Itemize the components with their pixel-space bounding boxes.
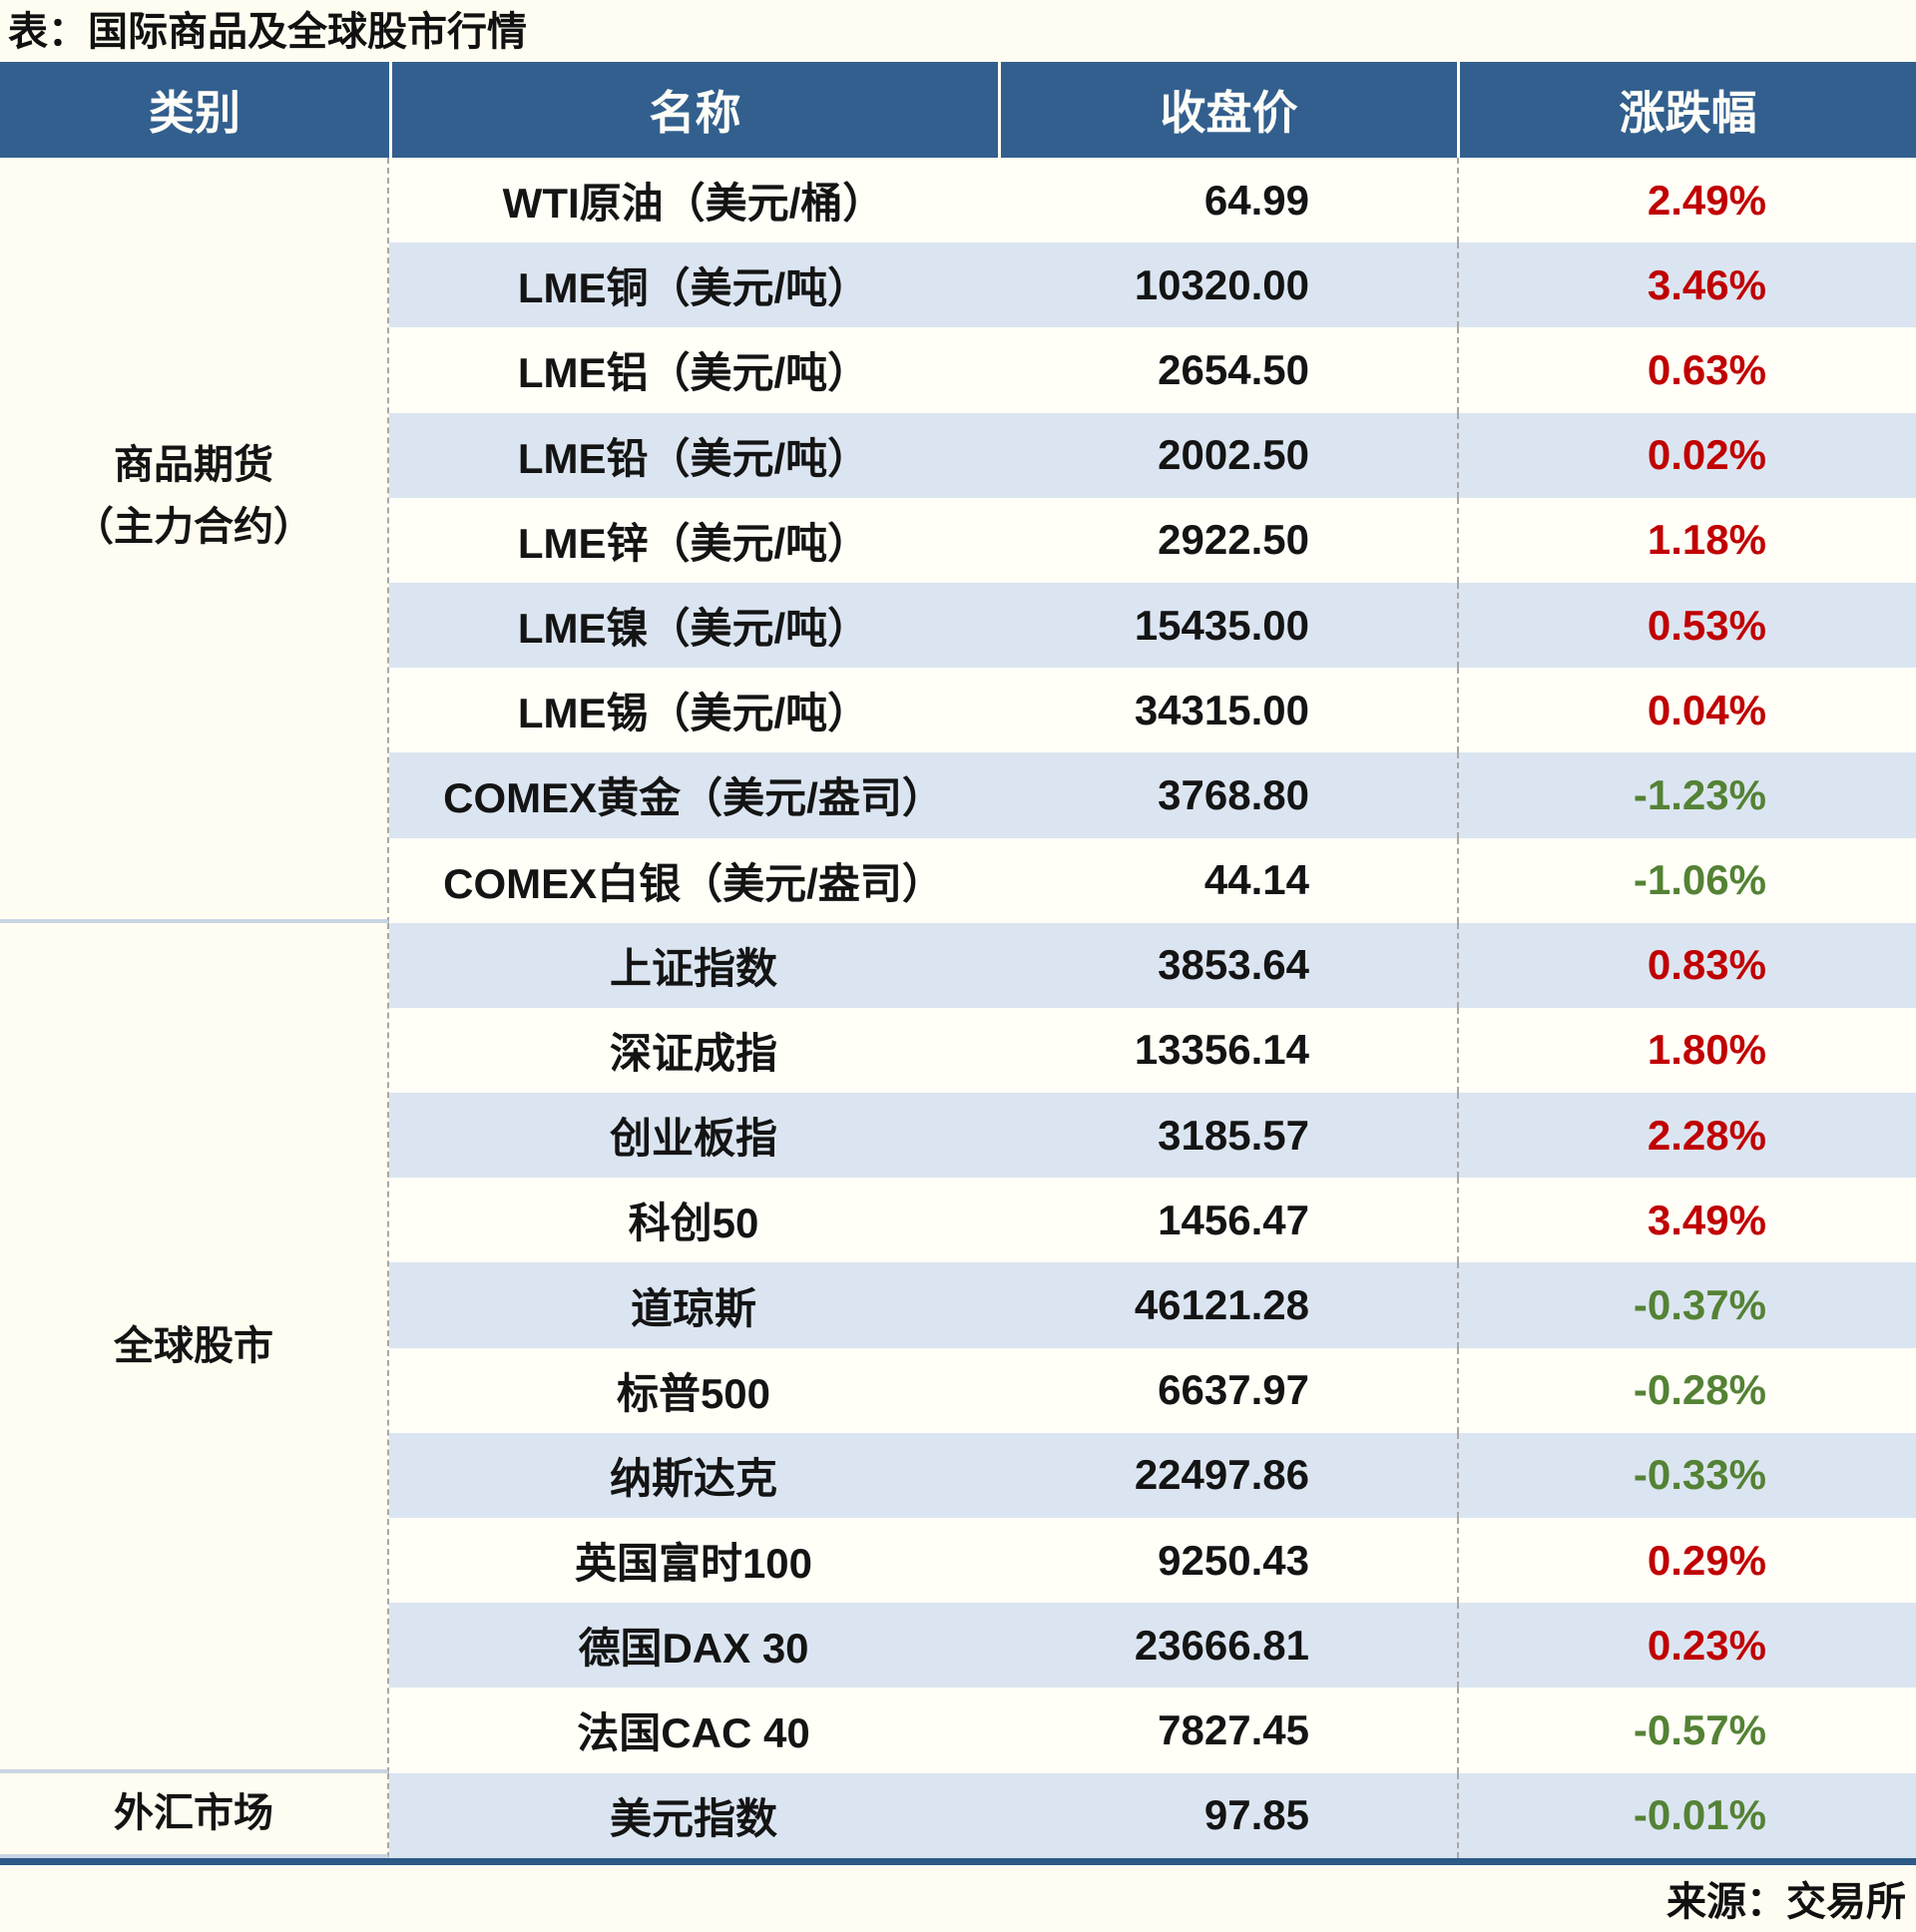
close-price: 15435.00 xyxy=(998,582,1457,669)
instrument-name: 上证指数 xyxy=(389,922,998,1008)
change-percent: 1.18% xyxy=(1457,497,1916,583)
column-header-close: 收盘价 xyxy=(998,62,1457,158)
page-title: 表：国际商品及全球股市行情 xyxy=(8,10,527,54)
close-price: 7827.45 xyxy=(998,1688,1457,1773)
close-price: 34315.00 xyxy=(998,668,1457,753)
instrument-name: COMEX黄金（美元/盎司） xyxy=(389,752,998,838)
category-label: 全球股市 xyxy=(114,1323,273,1368)
instrument-name: LME铝（美元/吨） xyxy=(389,327,998,413)
close-price: 23666.81 xyxy=(998,1603,1457,1689)
close-price: 97.85 xyxy=(998,1772,1457,1858)
instrument-name: 科创50 xyxy=(389,1178,998,1263)
table-bottom-border xyxy=(0,1857,1916,1865)
category-cell: 外汇市场 xyxy=(0,1772,389,1858)
change-percent: 0.23% xyxy=(1457,1603,1916,1689)
close-price: 1456.47 xyxy=(998,1178,1457,1263)
instrument-name: 道琼斯 xyxy=(389,1262,998,1348)
instrument-name: 创业板指 xyxy=(389,1093,998,1179)
change-percent: 0.02% xyxy=(1457,412,1916,498)
instrument-name: 法国CAC 40 xyxy=(389,1688,998,1773)
market-table: 类别 名称 收盘价 涨跌幅 商品期货 （主力合约） 全球股市 外汇市场 WTI原… xyxy=(0,62,1916,1858)
close-price: 13356.14 xyxy=(998,1007,1457,1094)
change-percent: -1.23% xyxy=(1457,752,1916,838)
change-percent: 2.28% xyxy=(1457,1093,1916,1179)
change-percent: 0.83% xyxy=(1457,922,1916,1008)
close-price: 10320.00 xyxy=(998,242,1457,328)
change-percent: -0.01% xyxy=(1457,1772,1916,1858)
close-price: 3185.57 xyxy=(998,1093,1457,1179)
change-percent: -0.37% xyxy=(1457,1262,1916,1348)
instrument-name: LME镍（美元/吨） xyxy=(389,582,998,669)
instrument-name: 纳斯达克 xyxy=(389,1432,998,1518)
source-note: 来源：交易所 xyxy=(1667,1880,1906,1925)
change-percent: 0.53% xyxy=(1457,582,1916,669)
instrument-name: LME锡（美元/吨） xyxy=(389,668,998,753)
change-percent: 1.80% xyxy=(1457,1007,1916,1094)
instrument-name: WTI原油（美元/桶） xyxy=(389,158,998,243)
change-percent: -0.33% xyxy=(1457,1432,1916,1518)
instrument-name: LME锌（美元/吨） xyxy=(389,497,998,583)
close-price: 2002.50 xyxy=(998,412,1457,498)
change-percent: 0.04% xyxy=(1457,668,1916,753)
close-price: 3768.80 xyxy=(998,752,1457,838)
instrument-name: LME铅（美元/吨） xyxy=(389,412,998,498)
category-cell: 商品期货 （主力合约） xyxy=(0,158,389,923)
close-price: 9250.43 xyxy=(998,1518,1457,1604)
change-percent: -0.28% xyxy=(1457,1347,1916,1433)
change-percent: 3.49% xyxy=(1457,1178,1916,1263)
category-label: 商品期货 xyxy=(114,443,273,488)
category-label: 外汇市场 xyxy=(114,1791,273,1836)
category-cell: 全球股市 xyxy=(0,922,389,1773)
close-price: 2922.50 xyxy=(998,497,1457,583)
close-price: 3853.64 xyxy=(998,922,1457,1008)
close-price: 46121.28 xyxy=(998,1262,1457,1348)
column-header-category: 类别 xyxy=(0,62,389,158)
change-percent: 0.29% xyxy=(1457,1518,1916,1604)
change-percent: 3.46% xyxy=(1457,242,1916,328)
close-price: 6637.97 xyxy=(998,1347,1457,1433)
close-price: 2654.50 xyxy=(998,327,1457,413)
column-header-change: 涨跌幅 xyxy=(1457,62,1916,158)
change-percent: 2.49% xyxy=(1457,158,1916,243)
instrument-name: 深证成指 xyxy=(389,1007,998,1094)
instrument-name: COMEX白银（美元/盎司） xyxy=(389,837,998,923)
close-price: 44.14 xyxy=(998,837,1457,923)
change-percent: -0.57% xyxy=(1457,1688,1916,1773)
instrument-name: 德国DAX 30 xyxy=(389,1603,998,1689)
change-percent: -1.06% xyxy=(1457,837,1916,923)
instrument-name: 美元指数 xyxy=(389,1772,998,1858)
instrument-name: 英国富时100 xyxy=(389,1518,998,1604)
close-price: 64.99 xyxy=(998,158,1457,243)
instrument-name: LME铜（美元/吨） xyxy=(389,242,998,328)
close-price: 22497.86 xyxy=(998,1432,1457,1518)
instrument-name: 标普500 xyxy=(389,1347,998,1433)
column-header-name: 名称 xyxy=(389,62,998,158)
change-percent: 0.63% xyxy=(1457,327,1916,413)
category-label-line2: （主力合约） xyxy=(74,505,313,550)
